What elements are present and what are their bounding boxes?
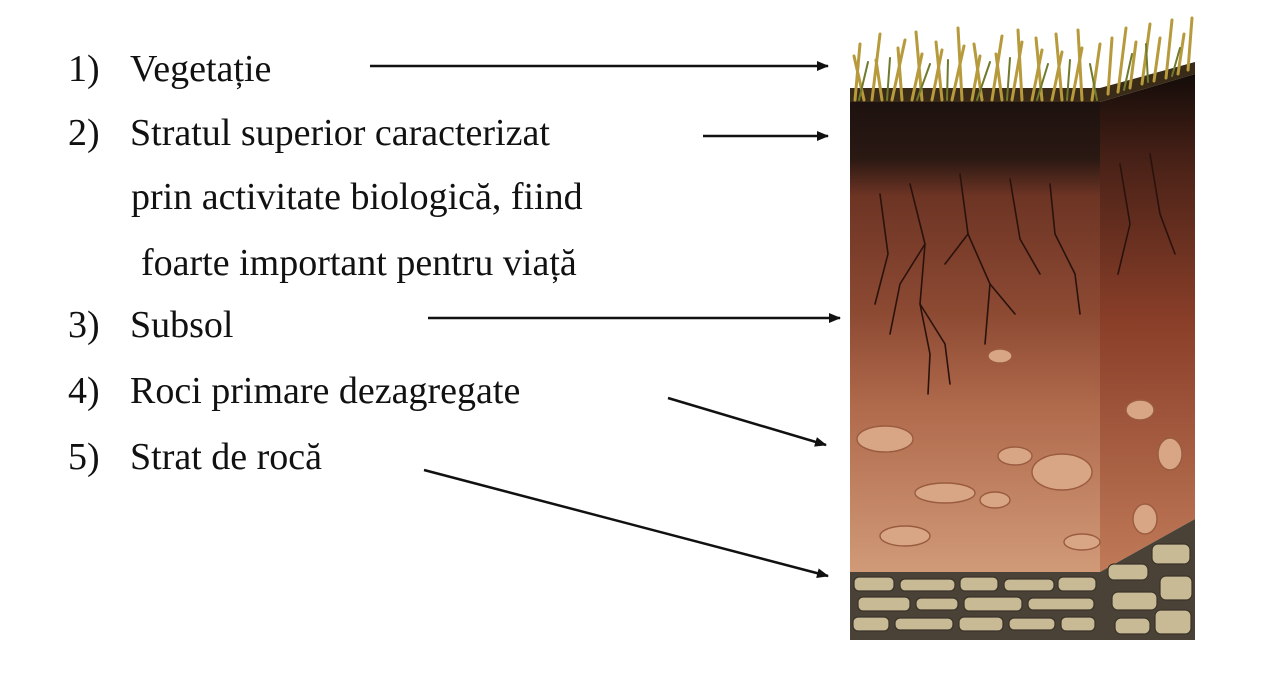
label-number: 2) (68, 112, 100, 154)
label-number: 3) (68, 304, 100, 346)
side-face (1100, 74, 1195, 572)
arrow-bedrock (423, 468, 829, 579)
soil-profile-illustration (850, 16, 1195, 640)
label-bedrock: 5) Strat de rocă (68, 438, 322, 476)
label-text: Vegetație (130, 48, 272, 90)
soil-layers (850, 74, 1195, 572)
label-text: Stratul superior caracterizat (130, 112, 550, 154)
label-number: 4) (68, 370, 100, 412)
label-weathered-rock: 4) Roci primare dezagregate (68, 372, 520, 410)
grass (850, 16, 1195, 102)
roots (874, 153, 1176, 395)
label-vegetation: 1) Vegetație (68, 50, 271, 88)
label-number: 1) (68, 48, 100, 90)
label-subsoil: 3) Subsol (68, 306, 233, 344)
label-text: Strat de rocă (130, 436, 323, 478)
label-text: Subsol (130, 304, 234, 346)
front-face (850, 102, 1100, 572)
stones (856, 348, 1183, 551)
label-number: 5) (68, 436, 100, 478)
label-topsoil-line3: foarte important pentru viață (141, 242, 577, 284)
arrow-weathered-rock (667, 396, 827, 447)
label-text: Roci primare dezagregate (130, 370, 521, 412)
bedrock (850, 519, 1195, 640)
label-topsoil-line2: prin activitate biologică, fiind (131, 176, 583, 218)
label-topsoil: 2) Stratul superior caracterizat (68, 114, 550, 152)
